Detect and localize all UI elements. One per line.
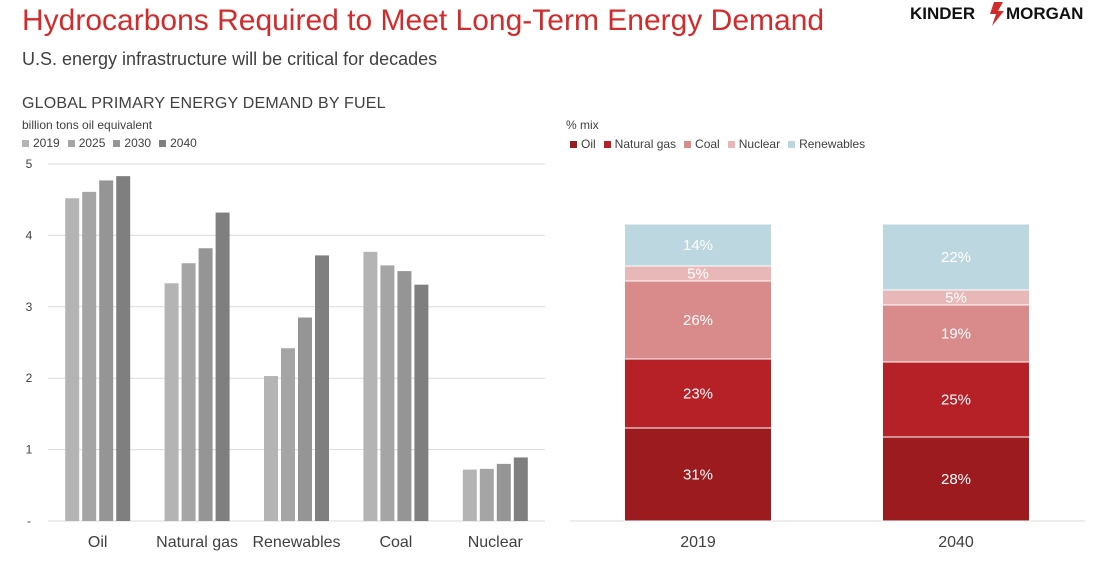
legend-item-2040: 2040 [159,136,197,150]
legend-label: 2040 [170,136,197,150]
bar-oil-2040 [116,176,131,521]
data-label-2019-nuclear: 5% [687,266,709,283]
bar-coal-2040 [414,284,429,521]
legend-label: Renewables [799,137,866,151]
bar-oil-2030 [99,180,114,521]
bar-renewables-2030 [298,317,312,521]
legend-swatch [22,139,29,147]
y-tick-label: 5 [26,157,33,171]
kinder-morgan-logo: KINDER MORGAN [910,2,1083,26]
segment-2019-renewables [624,223,772,267]
bar-renewables-2025 [281,348,295,521]
x-tick-label-coal: Coal [379,534,412,551]
legend-label: 2019 [33,136,60,150]
left-chart-unit: billion tons oil equivalent [22,118,153,132]
bar-renewables-2040 [315,255,329,521]
segment-2040-renewables [882,223,1030,291]
y-tick-label: 3 [26,300,33,314]
legend-label: Oil [581,137,596,151]
bar-nuclear-2025 [479,468,494,521]
legend-swatch [67,139,75,147]
right-chart-legend: Oil Natural gas Coal Nuclear Renewables [570,137,873,151]
bar-nuclear-2019 [462,469,477,521]
x-tick-label-nuclear: Nuclear [468,534,524,551]
segment-2040-oil [882,436,1030,522]
bar-nuclear-2030 [496,463,511,521]
y-tick-label: 1 [26,443,33,457]
data-label-2040-natural-gas: 25% [941,392,971,409]
legend-item-2019: 2019 [22,136,60,150]
legend-swatch [570,140,577,148]
y-tick-label: 4 [26,228,33,242]
legend-swatch [113,139,121,147]
bar-coal-2030 [397,271,412,521]
segment-2019-natural-gas [624,358,772,429]
segment-2040-natural-gas [882,361,1030,438]
data-label-2040-nuclear: 5% [945,290,967,307]
left-chart-title: GLOBAL PRIMARY ENERGY DEMAND BY FUEL [22,95,386,112]
svg-text:KINDER: KINDER [910,4,975,23]
left-bar-chart: - 1 2 3 4 5 Oil Natural gas Renewables Coal Nuclea… [26,157,545,551]
data-label-2019-natural-gas: 23% [683,386,713,403]
bar-oil-2019 [65,198,80,521]
x-tick-label-natural-gas: Natural gas [156,534,238,551]
data-label-2019-coal: 26% [683,312,713,329]
bar-coal-2025 [380,265,395,521]
legend-item-oil: Oil [570,137,596,151]
legend-item-natural-gas: Natural gas [603,137,677,151]
legend-item-nuclear: Nuclear [727,137,781,151]
legend-label: Natural gas [614,137,677,151]
legend-item-2025: 2025 [67,136,106,150]
data-label-2040-renewables: 22% [941,249,971,266]
y-tick-label: - [27,514,31,528]
segment-2040-coal [882,304,1030,363]
page-title: Hydrocarbons Required to Meet Long-Term … [22,4,825,37]
bar-natural-gas-2030 [198,248,213,521]
legend-label: 2025 [78,136,106,150]
bar-oil-2025 [82,191,97,521]
data-label-2019-oil: 31% [683,467,713,484]
segment-2019-oil [624,427,772,522]
y-tick-label: 2 [26,371,33,385]
legend-item-coal: Coal [684,137,720,151]
bar-natural-gas-2019 [164,283,179,521]
data-label-2040-oil: 28% [941,471,971,488]
bar-nuclear-2040 [513,457,528,521]
legend-swatch [684,140,692,148]
legend-label: 2030 [124,136,152,150]
legend-swatch [727,140,735,148]
x-tick-label-2019: 2019 [680,534,716,551]
data-label-2040-coal: 19% [941,326,971,343]
bar-natural-gas-2025 [181,263,196,521]
bar-natural-gas-2040 [215,212,230,521]
legend-label: Coal [695,137,720,151]
x-tick-label-2040: 2040 [938,534,974,551]
left-chart-legend: 2019 2025 2030 2040 [22,136,205,150]
legend-swatch [603,140,611,148]
legend-swatch [788,140,796,148]
data-label-2019-renewables: 14% [683,237,713,254]
x-tick-label-renewables: Renewables [252,534,340,551]
bar-renewables-2019 [264,376,278,521]
legend-swatch [159,139,167,147]
legend-label: Nuclear [738,137,781,151]
right-chart-unit: % mix [566,118,599,132]
svg-text:MORGAN: MORGAN [1006,4,1083,23]
bar-coal-2019 [363,251,378,521]
legend-item-2030: 2030 [113,136,151,150]
page-subtitle: U.S. energy infrastructure will be criti… [22,49,438,69]
x-tick-label-oil: Oil [88,534,108,551]
legend-item-renewables: Renewables [788,137,865,151]
